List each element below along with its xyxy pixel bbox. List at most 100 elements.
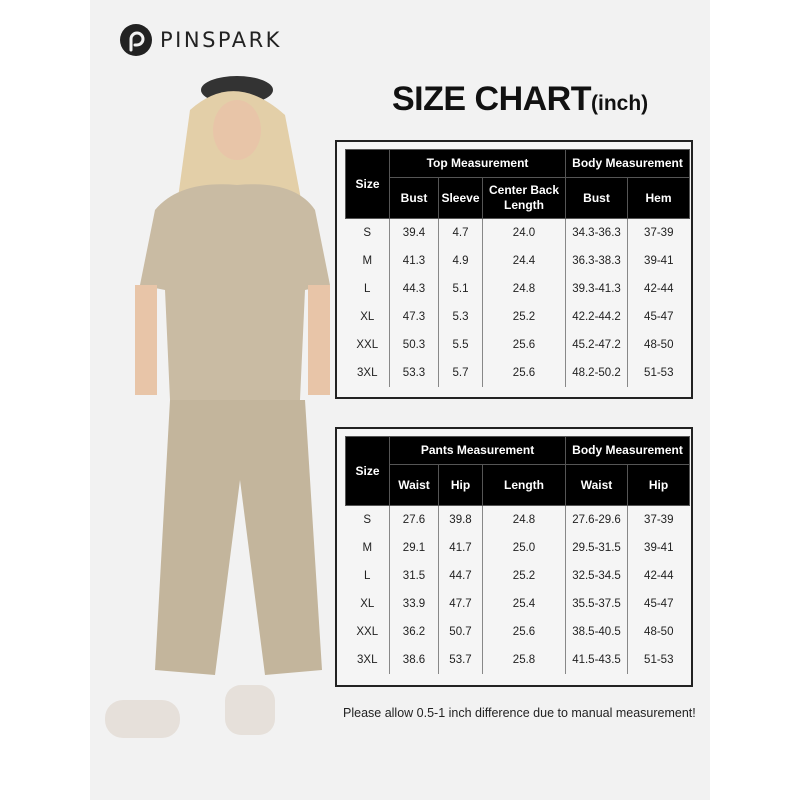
column-header: Length bbox=[482, 464, 566, 506]
group-header: Body Measurement bbox=[564, 436, 691, 465]
column-header: Hip bbox=[626, 464, 691, 506]
value-cell: 42-44 bbox=[626, 562, 690, 590]
value-cell: 32.5-34.5 bbox=[565, 562, 628, 590]
value-cell: 53.7 bbox=[438, 646, 483, 674]
arm-right bbox=[308, 285, 330, 395]
value-cell: 37-39 bbox=[626, 505, 690, 534]
table-row: S 27.6 39.8 24.8 27.6-29.6 37-39 bbox=[346, 505, 690, 534]
value-cell: 51-53 bbox=[626, 646, 690, 674]
table-row: 3XL 53.3 5.7 25.6 48.2-50.2 51-53 bbox=[346, 359, 690, 387]
size-cell: XXL bbox=[356, 339, 379, 351]
value-cell: 4.9 bbox=[438, 247, 483, 275]
value-cell: 38.6 bbox=[389, 646, 439, 674]
value-cell: 4.7 bbox=[438, 218, 483, 247]
table-row: S 39.4 4.7 24.0 34.3-36.3 37-39 bbox=[346, 218, 690, 247]
value-cell: 24.8 bbox=[482, 275, 566, 303]
value-cell: 45.2-47.2 bbox=[565, 331, 628, 359]
value-cell: 39.8 bbox=[438, 505, 483, 534]
value-cell: 29.1 bbox=[389, 534, 439, 562]
value-cell: 39.4 bbox=[389, 218, 439, 247]
value-cell: 36.2 bbox=[389, 618, 439, 646]
size-header: Size bbox=[345, 436, 390, 506]
value-cell: 31.5 bbox=[389, 562, 439, 590]
value-cell: 27.6 bbox=[389, 505, 439, 534]
title-unit: (inch) bbox=[591, 92, 649, 115]
value-cell: 48-50 bbox=[626, 618, 690, 646]
header-row: Size Pants Measurement Body Measurement bbox=[345, 436, 691, 506]
size-cell: XL bbox=[360, 598, 375, 610]
value-cell: 25.6 bbox=[482, 359, 566, 387]
table-row: XXL 50.3 5.5 25.6 45.2-47.2 48-50 bbox=[346, 331, 690, 359]
top-size-table: Size Top Measurement Body Measurement Bust S… bbox=[345, 149, 691, 387]
value-cell: 38.5-40.5 bbox=[565, 618, 628, 646]
value-cell: 24.4 bbox=[482, 247, 566, 275]
size-cell: M bbox=[362, 255, 373, 267]
column-header: Hip bbox=[438, 464, 483, 506]
column-header: Sleeve bbox=[438, 177, 483, 219]
brand-logo: PINSPARK bbox=[120, 24, 282, 56]
value-cell: 44.7 bbox=[438, 562, 483, 590]
size-cell: 3XL bbox=[357, 367, 378, 379]
table-row: L 44.3 5.1 24.8 39.3-41.3 42-44 bbox=[346, 275, 690, 303]
model-photo bbox=[105, 76, 330, 738]
value-cell: 5.1 bbox=[438, 275, 483, 303]
value-cell: 42.2-44.2 bbox=[565, 303, 628, 331]
title-main: SIZE CHART bbox=[392, 80, 592, 118]
size-header: Size bbox=[345, 149, 390, 219]
value-cell: 39.3-41.3 bbox=[565, 275, 628, 303]
column-header: Bust bbox=[389, 177, 439, 219]
value-cell: 51-53 bbox=[626, 359, 690, 387]
table-row: XXL 36.2 50.7 25.6 38.5-40.5 48-50 bbox=[346, 618, 690, 646]
group-header: Pants Measurement bbox=[389, 436, 566, 465]
arm-left bbox=[135, 285, 157, 395]
table-row: XL 47.3 5.3 25.2 42.2-44.2 45-47 bbox=[346, 303, 690, 331]
value-cell: 24.0 bbox=[482, 218, 566, 247]
value-cell: 27.6-29.6 bbox=[565, 505, 628, 534]
value-cell: 41.3 bbox=[389, 247, 439, 275]
table-row: L 31.5 44.7 25.2 32.5-34.5 42-44 bbox=[346, 562, 690, 590]
value-cell: 25.8 bbox=[482, 646, 566, 674]
value-cell: 50.3 bbox=[389, 331, 439, 359]
value-cell: 25.4 bbox=[482, 590, 566, 618]
value-cell: 53.3 bbox=[389, 359, 439, 387]
measurement-note: Please allow 0.5-1 inch difference due t… bbox=[343, 706, 696, 720]
size-cell: L bbox=[364, 570, 371, 582]
page-title: SIZE CHART(inch) bbox=[392, 80, 648, 119]
value-cell: 25.6 bbox=[482, 618, 566, 646]
subheader-row: Bust Sleeve Center Back Length Bust Hem bbox=[346, 177, 691, 219]
table-row: 3XL 38.6 53.7 25.8 41.5-43.5 51-53 bbox=[346, 646, 690, 674]
pants bbox=[155, 400, 322, 675]
value-cell: 42-44 bbox=[626, 275, 690, 303]
size-cell: 3XL bbox=[357, 654, 378, 666]
value-cell: 48.2-50.2 bbox=[565, 359, 628, 387]
value-cell: 25.0 bbox=[482, 534, 566, 562]
sandal-right bbox=[225, 685, 275, 735]
value-cell: 39-41 bbox=[626, 534, 690, 562]
size-cell: XL bbox=[360, 311, 375, 323]
size-cell: M bbox=[362, 542, 373, 554]
table-row: M 41.3 4.9 24.4 36.3-38.3 39-41 bbox=[346, 247, 690, 275]
value-cell: 39-41 bbox=[626, 247, 690, 275]
value-cell: 35.5-37.5 bbox=[565, 590, 628, 618]
table-row: M 29.1 41.7 25.0 29.5-31.5 39-41 bbox=[346, 534, 690, 562]
pinspark-p-icon bbox=[120, 24, 152, 56]
sandal-left bbox=[105, 700, 180, 738]
column-header: Hem bbox=[626, 177, 691, 219]
value-cell: 5.7 bbox=[438, 359, 483, 387]
size-cell: L bbox=[364, 283, 371, 295]
column-header: Waist bbox=[389, 464, 439, 506]
group-header: Body Measurement bbox=[564, 149, 691, 178]
header-row: Size Top Measurement Body Measurement bbox=[345, 149, 691, 219]
value-cell: 24.8 bbox=[482, 505, 566, 534]
top-size-table-frame: Size Top Measurement Body Measurement Bust S… bbox=[335, 140, 693, 399]
value-cell: 25.2 bbox=[482, 562, 566, 590]
face bbox=[213, 100, 261, 160]
value-cell: 5.3 bbox=[438, 303, 483, 331]
value-cell: 25.6 bbox=[482, 331, 566, 359]
size-cell: XXL bbox=[356, 626, 379, 638]
subheader-row: Waist Hip Length Waist Hip bbox=[346, 464, 691, 506]
top-shirt bbox=[140, 184, 330, 400]
value-cell: 41.7 bbox=[438, 534, 483, 562]
table-row: XL 33.9 47.7 25.4 35.5-37.5 45-47 bbox=[346, 590, 690, 618]
value-cell: 29.5-31.5 bbox=[565, 534, 628, 562]
